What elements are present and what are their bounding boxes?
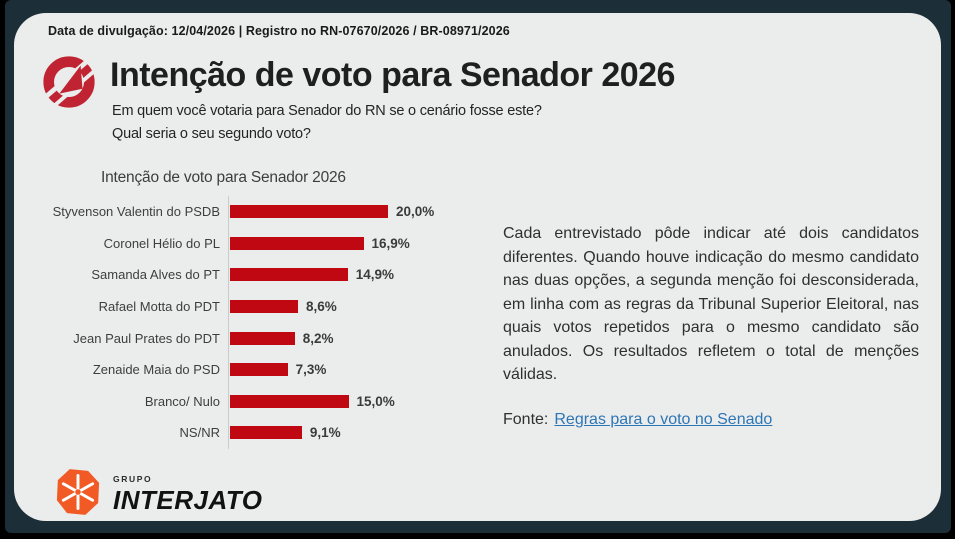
bar-category-label: Branco/ Nulo — [144, 393, 220, 409]
source-line: Fonte: Regras para o voto no Senado — [503, 411, 772, 429]
logo-text: GRUPO INTERJATO — [113, 468, 262, 516]
page-title: Intenção de voto para Senador 2026 — [110, 56, 675, 94]
bar-area: 15,0% — [228, 385, 474, 418]
bar-category-label: Rafael Motta do PDT — [98, 299, 220, 315]
chart-row: Zenaide Maia do PSD 7,3% — [44, 353, 474, 386]
bar-value-label: 15,0% — [356, 393, 395, 409]
bar-area: 20,0% — [228, 196, 474, 228]
poll-emblem-icon — [42, 55, 98, 110]
bar-category-label: NS/NR — [179, 425, 220, 441]
chart-rows: Styvenson Valentin do PSDB 20,0% Coronel H… — [44, 196, 474, 449]
bar-area: 8,6% — [228, 290, 474, 323]
bar — [230, 363, 288, 377]
bar-value-label: 7,3% — [295, 362, 327, 378]
chart-row: Coronel Hélio do PL 16,9% — [44, 227, 474, 260]
chart-row: Samanda Alves do PT 14,9% — [44, 259, 474, 291]
interjato-logo: GRUPO INTERJATO — [56, 467, 262, 517]
bar-area: 14,9% — [228, 259, 474, 291]
bar-value-label: 16,9% — [371, 235, 410, 251]
bar-value-label: 9,1% — [309, 425, 341, 441]
question-line-2: Qual seria o seu segundo voto? — [112, 126, 311, 142]
bar-area: 16,9% — [228, 227, 474, 260]
logo-name-label: INTERJATO — [113, 485, 263, 515]
chart-row: Styvenson Valentin do PSDB 20,0% — [44, 196, 474, 228]
bar — [230, 300, 298, 314]
interjato-badge-icon — [56, 469, 100, 515]
bar — [230, 236, 364, 250]
chart-row: Rafael Motta do PDT 8,6% — [44, 290, 474, 323]
bar-area: 9,1% — [228, 417, 474, 449]
bar-category-label: Jean Paul Prates do PDT — [73, 330, 220, 346]
registration-info: Data de divulgação: 12/04/2026 | Registr… — [48, 24, 510, 38]
bar-area: 8,2% — [228, 322, 474, 354]
bar-category-label: Samanda Alves do PT — [91, 267, 220, 283]
bar-value-label: 20,0% — [396, 204, 435, 220]
question-line-1: Em quem você votaria para Senador do RN … — [112, 103, 542, 119]
chart-row: Jean Paul Prates do PDT 8,2% — [44, 322, 474, 354]
bar-category-label: Styvenson Valentin do PSDB — [52, 204, 220, 220]
bar-category-label: Zenaide Maia do PSD — [92, 362, 220, 378]
logo-group-label: GRUPO — [113, 474, 153, 484]
bar — [230, 426, 302, 440]
bar-value-label: 8,6% — [305, 299, 337, 315]
bar-area: 7,3% — [228, 353, 474, 386]
bar-value-label: 8,2% — [302, 330, 334, 346]
methodology-note: Cada entrevistado pôde indicar até dois … — [503, 225, 919, 383]
bar — [230, 331, 295, 345]
bar — [230, 268, 348, 282]
chart-row: NS/NR 9,1% — [44, 417, 474, 449]
bar-category-label: Coronel Hélio do PL — [103, 235, 220, 251]
source-label: Fonte: — [503, 411, 549, 428]
chart-row: Branco/ Nulo 15,0% — [44, 385, 474, 418]
bar — [230, 205, 388, 219]
source-link[interactable]: Regras para o voto no Senado — [554, 411, 773, 428]
poll-card: Data de divulgação: 12/04/2026 | Registr… — [14, 13, 941, 521]
bar — [230, 394, 349, 408]
chart-title: Intenção de voto para Senador 2026 — [101, 169, 346, 186]
bar-value-label: 14,9% — [355, 267, 394, 283]
